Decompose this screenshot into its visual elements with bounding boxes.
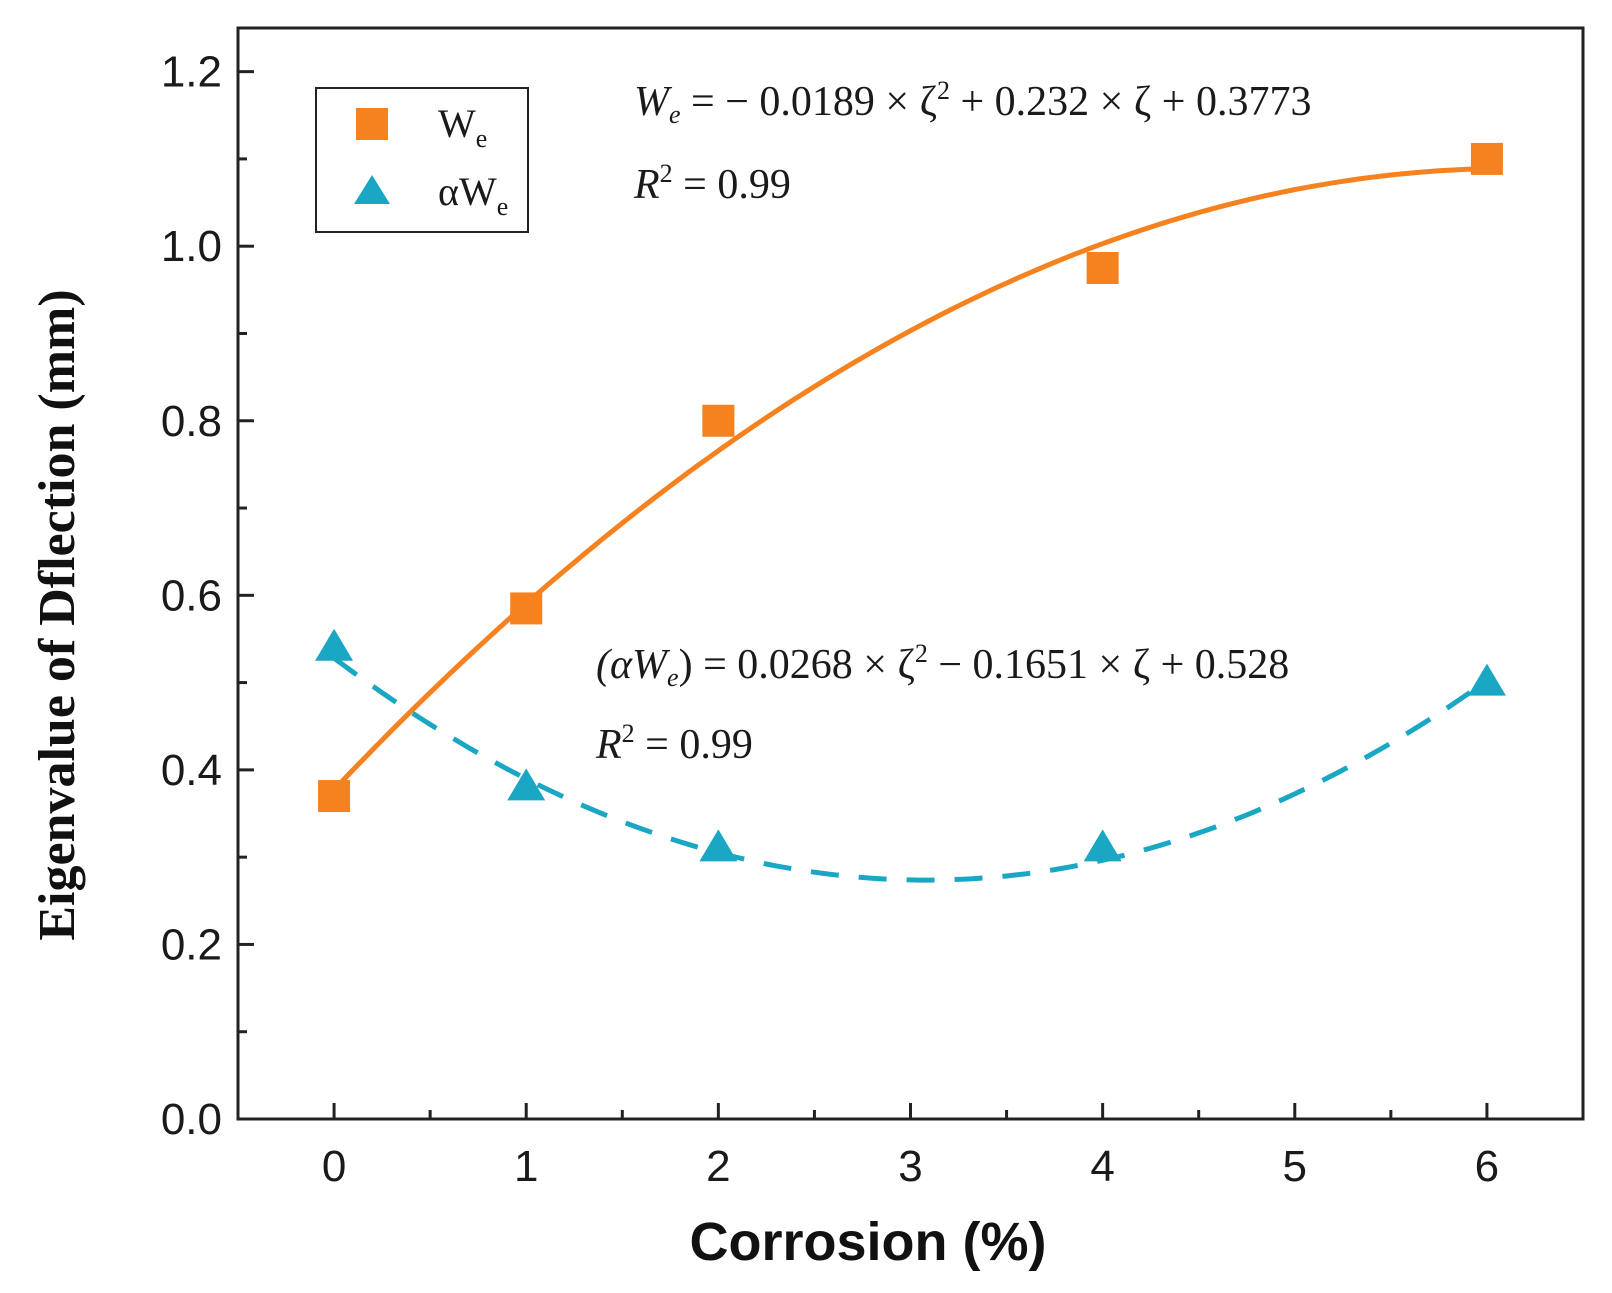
awe-triangle-marker bbox=[507, 768, 546, 801]
x-tick-label: 1 bbox=[514, 1142, 538, 1191]
awe-triangle-marker bbox=[699, 829, 738, 862]
fit-curve-we bbox=[331, 166, 1490, 793]
legend-we-square-marker bbox=[356, 108, 388, 140]
we-square-marker bbox=[318, 780, 351, 813]
x-tick-label: 4 bbox=[1090, 1142, 1114, 1191]
y-axis-ticks: 0.0 0.2 0.4 0.6 0.8 1.0 1.2 bbox=[161, 48, 254, 1144]
x-tick-label: 5 bbox=[1283, 1142, 1307, 1191]
awe-fit-r2: R2 = 0.99 bbox=[595, 719, 753, 768]
we-fit-equation: We = − 0.0189 × ζ2 + 0.232 × ζ + 0.3773 bbox=[634, 76, 1311, 129]
legend-awe-triangle-marker bbox=[354, 175, 390, 204]
x-axis-label: Corrosion (%) bbox=[690, 1212, 1047, 1272]
awe-fit-equation: (αWe) = 0.0268 × ζ2 − 0.1651 × ζ + 0.528 bbox=[596, 639, 1289, 692]
we-fit-r2: R2 = 0.99 bbox=[633, 159, 791, 208]
x-tick-label: 3 bbox=[898, 1142, 922, 1191]
y-tick-label: 0.2 bbox=[161, 920, 222, 969]
y-tick-label: 0.4 bbox=[161, 746, 222, 795]
y-axis-label: Eigenvalue of Dflection (mm) bbox=[29, 289, 86, 940]
awe-triangle-marker bbox=[1083, 829, 1122, 862]
we-square-marker bbox=[1470, 142, 1503, 175]
y-tick-label: 1.0 bbox=[161, 222, 222, 271]
y-tick-label: 0.0 bbox=[161, 1095, 222, 1144]
x-tick-label: 0 bbox=[322, 1142, 346, 1191]
awe-triangle-marker bbox=[1467, 663, 1506, 696]
y-tick-label: 0.6 bbox=[161, 571, 222, 620]
legend: We αWe bbox=[315, 87, 529, 233]
we-square-marker bbox=[702, 404, 735, 437]
fit-curve-awe bbox=[332, 656, 1489, 883]
awe-triangle-marker bbox=[315, 628, 354, 661]
fit-curves bbox=[331, 166, 1490, 883]
legend-we-label: We bbox=[438, 101, 487, 153]
y-tick-label: 1.2 bbox=[161, 48, 222, 97]
data-markers bbox=[315, 142, 1506, 862]
y-tick-label: 0.8 bbox=[161, 397, 222, 446]
x-tick-label: 2 bbox=[706, 1142, 730, 1191]
x-tick-label: 6 bbox=[1475, 1142, 1499, 1191]
x-axis-ticks: 0 1 2 3 4 5 6 bbox=[322, 1103, 1499, 1191]
legend-awe-label: αWe bbox=[438, 169, 508, 221]
we-square-marker bbox=[1086, 252, 1119, 285]
we-square-marker bbox=[510, 592, 543, 625]
legend-box bbox=[315, 87, 529, 233]
